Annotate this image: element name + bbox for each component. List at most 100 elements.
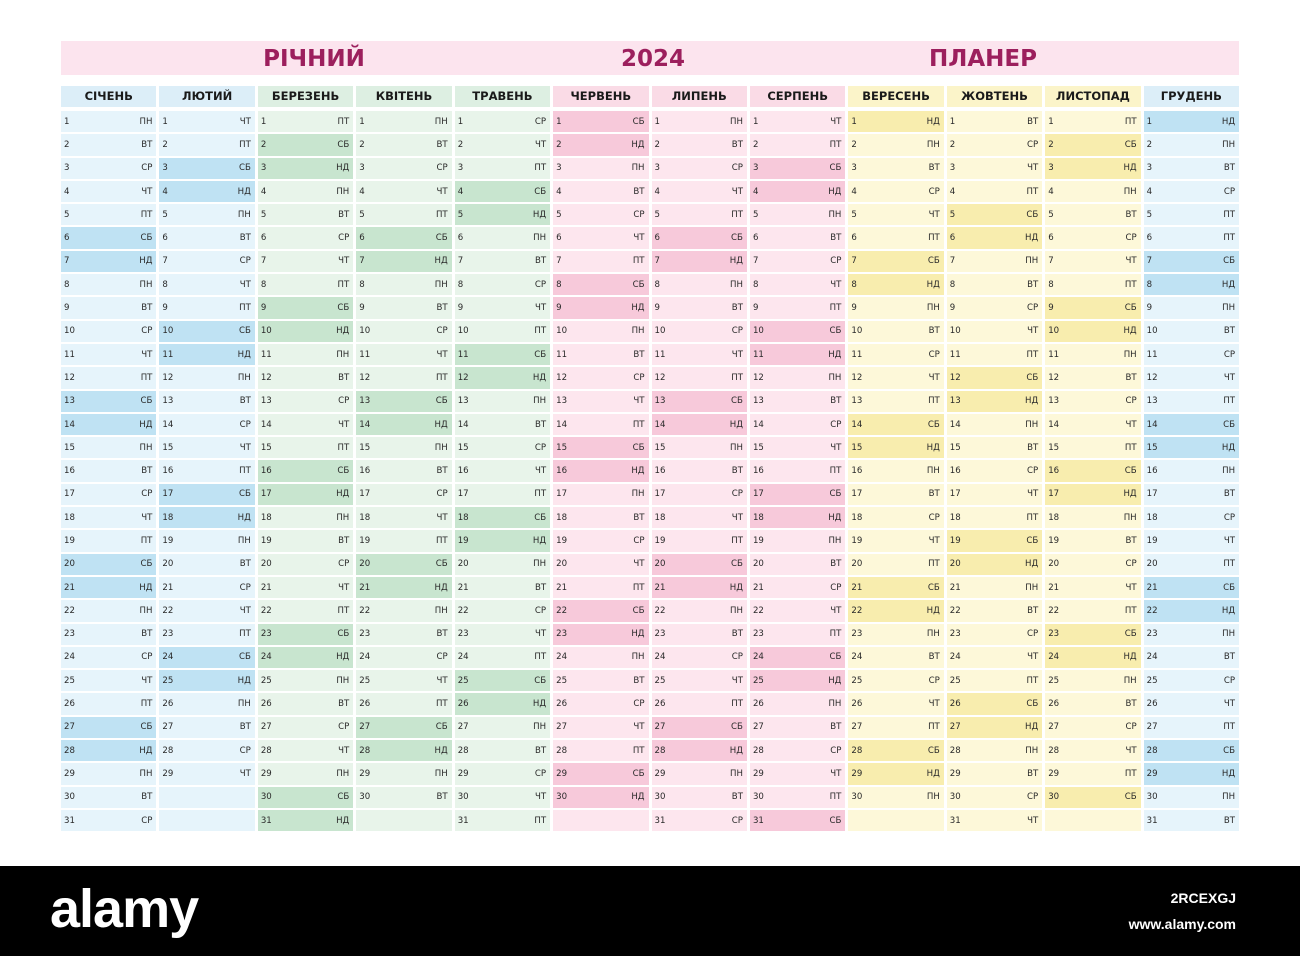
weekday-label: СР bbox=[633, 535, 645, 546]
weekday-label: СБ bbox=[731, 559, 743, 570]
day-number: 8 bbox=[949, 279, 956, 290]
weekday-label: ПТ bbox=[140, 372, 153, 383]
day-row: 12 ЧТ bbox=[1143, 367, 1240, 389]
weekday-label: СБ bbox=[435, 396, 448, 407]
day-number: 8 bbox=[260, 279, 267, 290]
weekday-label: ЧТ bbox=[239, 279, 251, 290]
day-number: 4 bbox=[1048, 186, 1054, 197]
weekday-label: ПТ bbox=[928, 559, 940, 570]
weekday-label: СР bbox=[338, 233, 350, 244]
day-number: 31 bbox=[752, 815, 764, 826]
day-number: 30 bbox=[654, 792, 666, 803]
weekday-label: ЧТ bbox=[534, 303, 547, 314]
month-name: ГРУДЕНЬ bbox=[1143, 86, 1240, 107]
day-row: 24 НД bbox=[257, 646, 354, 669]
footer-url: www.alamy.com bbox=[1128, 916, 1236, 932]
weekday-label: ЧТ bbox=[731, 512, 743, 523]
day-number: 25 bbox=[1146, 675, 1158, 686]
day-row: 19 ПТ bbox=[61, 530, 157, 552]
day-row: 16 ВТ bbox=[651, 460, 747, 482]
day-number: 9 bbox=[260, 303, 267, 314]
weekday-label: ЧТ bbox=[1027, 163, 1039, 174]
weekday-label: ВТ bbox=[633, 512, 645, 523]
day-row: 3 СР bbox=[61, 157, 157, 179]
day-number: 4 bbox=[64, 186, 70, 197]
day-row: 24 СБ bbox=[159, 646, 255, 669]
weekday-label: ПТ bbox=[632, 582, 645, 593]
day-number: 17 bbox=[359, 489, 371, 500]
weekday-label: ВТ bbox=[1027, 605, 1039, 616]
day-row: 9 ВТ bbox=[61, 297, 157, 319]
day-number: 23 bbox=[457, 629, 469, 640]
weekday-label: СР bbox=[141, 489, 153, 500]
day-row: 22 СБ bbox=[553, 600, 649, 622]
day-row: 19 СР bbox=[553, 530, 649, 552]
day-row: 20 СБ bbox=[61, 553, 157, 575]
weekday-label: ПН bbox=[631, 652, 645, 663]
weekday-label: ВТ bbox=[1223, 489, 1236, 500]
day-number: 29 bbox=[1146, 768, 1158, 779]
weekday-label: СР bbox=[1223, 349, 1236, 360]
weekday-label: НД bbox=[1025, 233, 1039, 244]
day-number: 6 bbox=[556, 233, 562, 244]
day-number: 10 bbox=[64, 326, 75, 337]
day-row: 16 НД bbox=[553, 460, 649, 482]
weekday-label: НД bbox=[631, 139, 645, 150]
day-number: 23 bbox=[752, 629, 764, 640]
day-number: 8 bbox=[1048, 279, 1054, 290]
day-row: 3 СР bbox=[356, 157, 452, 179]
day-row: 1 СР bbox=[454, 111, 551, 133]
day-row: 15 НД bbox=[848, 437, 944, 459]
weekday-label: ВТ bbox=[141, 139, 153, 150]
day-number: 9 bbox=[1146, 303, 1153, 314]
day-number: 15 bbox=[64, 442, 75, 453]
day-number: 26 bbox=[260, 699, 272, 710]
weekday-label: ПН bbox=[139, 116, 153, 127]
weekday-label: СР bbox=[830, 582, 842, 593]
day-row: 2 ПН bbox=[1143, 134, 1240, 156]
day-number: 28 bbox=[851, 745, 863, 756]
day-row: 18 ВТ bbox=[553, 507, 649, 529]
day-number: 31 bbox=[260, 815, 272, 826]
day-row: 21 СБ bbox=[848, 576, 944, 599]
weekday-label: ПН bbox=[237, 209, 251, 220]
day-row: 15 НД bbox=[1143, 437, 1240, 459]
day-number: 12 bbox=[457, 372, 469, 383]
day-row: 20 СБ bbox=[356, 553, 452, 575]
day-row: 10 ЧТ bbox=[946, 320, 1043, 342]
day-row: 11 СБ bbox=[454, 343, 551, 366]
day-number: 26 bbox=[949, 699, 961, 710]
day-row: 18 СР bbox=[848, 507, 944, 529]
weekday-label: СР bbox=[239, 582, 251, 593]
day-row: 17 ПН bbox=[553, 483, 649, 506]
weekday-label: НД bbox=[631, 303, 645, 314]
weekday-label: ПТ bbox=[337, 442, 350, 453]
day-row: 8 ВТ bbox=[946, 274, 1043, 296]
weekday-label: ПН bbox=[434, 116, 448, 127]
day-row: 1 СБ bbox=[553, 111, 649, 133]
day-row: 2 ВТ bbox=[61, 134, 157, 156]
day-row: 7 НД bbox=[61, 250, 157, 273]
day-number: 2 bbox=[162, 139, 168, 150]
day-number: 31 bbox=[949, 815, 961, 826]
weekday-label: СР bbox=[338, 722, 350, 733]
day-number: 26 bbox=[162, 699, 174, 710]
weekday-label: НД bbox=[434, 745, 448, 756]
day-number: 18 bbox=[851, 512, 863, 523]
day-row: 15 ПН bbox=[651, 437, 747, 459]
weekday-label: ЧТ bbox=[239, 116, 251, 127]
day-number: 2 bbox=[851, 139, 857, 150]
weekday-label: СБ bbox=[927, 419, 940, 430]
day-number: 9 bbox=[1048, 303, 1054, 314]
weekday-label: СР bbox=[1027, 629, 1039, 640]
day-row: 12 ПТ bbox=[651, 367, 747, 389]
day-row: 30 ЧТ bbox=[454, 786, 551, 808]
day-row: 9 ПН bbox=[848, 297, 944, 319]
day-row: 9 ЧТ bbox=[454, 297, 551, 319]
day-row: 31 ПТ bbox=[454, 809, 551, 832]
day-row: 23 ЧТ bbox=[454, 623, 551, 645]
weekday-label: ПН bbox=[1025, 419, 1039, 430]
weekday-label: ВТ bbox=[436, 303, 448, 314]
day-row: 1 ПН bbox=[61, 111, 157, 133]
day-row: 10 СБ bbox=[749, 320, 846, 342]
